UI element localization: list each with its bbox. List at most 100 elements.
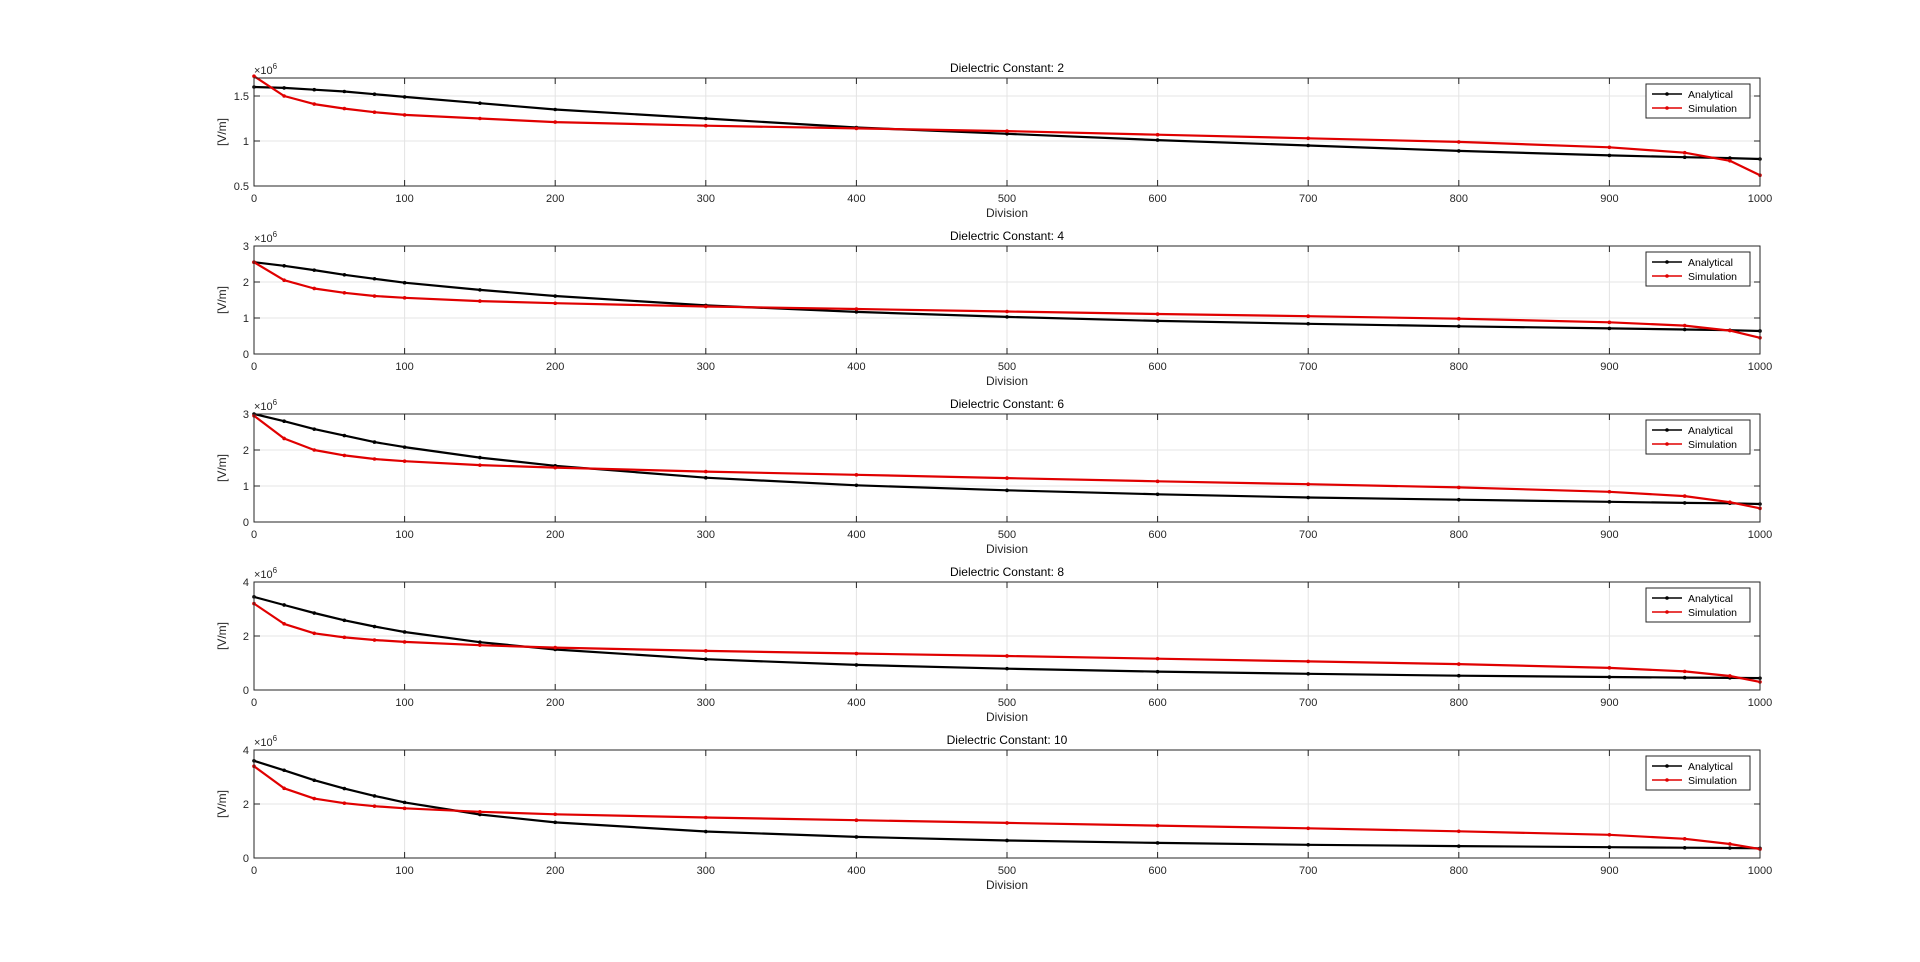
y-tick-label: 3 bbox=[243, 409, 249, 421]
y-tick-label: 0 bbox=[243, 517, 249, 529]
data-point bbox=[553, 820, 557, 825]
y-tick-label: 0.5 bbox=[234, 181, 249, 193]
legend-label: Simulation bbox=[1688, 439, 1737, 451]
x-tick-label: 800 bbox=[1450, 361, 1468, 373]
data-point bbox=[1728, 846, 1732, 850]
x-tick-label: 500 bbox=[998, 361, 1016, 373]
x-tick-label: 1000 bbox=[1748, 361, 1772, 373]
data-point bbox=[1306, 136, 1310, 141]
y-exponent-power: 6 bbox=[273, 398, 278, 407]
y-axis: 0 2 4 [V/m] bbox=[215, 745, 1760, 865]
data-point bbox=[372, 794, 377, 798]
data-point bbox=[372, 440, 377, 444]
data-point bbox=[1306, 314, 1310, 319]
x-tick-label: 400 bbox=[847, 697, 865, 709]
subplot-4: 0 100 200 300 400 500 600 700 800 900 1000 Division… bbox=[215, 565, 1772, 724]
data-point bbox=[282, 94, 286, 98]
data-point bbox=[704, 649, 708, 653]
series-line bbox=[253, 765, 1761, 851]
legend-item-analytical: Analytical bbox=[1652, 257, 1733, 269]
legend-item-simulation: Simulation bbox=[1652, 775, 1737, 787]
x-tick-label: 0 bbox=[251, 697, 257, 709]
data-point bbox=[1457, 324, 1461, 329]
x-tick-label: 500 bbox=[998, 193, 1016, 205]
data-point bbox=[1306, 826, 1310, 831]
legend-item-simulation: Simulation bbox=[1652, 103, 1737, 115]
series-simulation bbox=[252, 74, 1762, 177]
data-point bbox=[478, 463, 482, 467]
data-point bbox=[1457, 149, 1461, 153]
data-point bbox=[342, 786, 347, 791]
x-tick-label: 200 bbox=[546, 529, 564, 541]
data-point bbox=[312, 796, 317, 801]
data-point bbox=[1155, 823, 1160, 828]
legend-marker bbox=[1665, 764, 1669, 768]
data-point bbox=[1155, 319, 1160, 323]
data-point bbox=[402, 800, 407, 805]
y-axis: 0 1 2 3 [V/m] bbox=[215, 409, 1760, 529]
data-point bbox=[1005, 838, 1009, 843]
y-axis: 0.5 1 1.5 [V/m] bbox=[215, 91, 1760, 193]
y-tick-label: 1 bbox=[243, 313, 249, 325]
x-tick-label: 900 bbox=[1600, 697, 1618, 709]
data-point bbox=[342, 291, 347, 295]
data-point bbox=[478, 810, 482, 814]
data-point bbox=[312, 778, 317, 783]
data-point bbox=[1457, 829, 1461, 834]
y-tick-label: 0 bbox=[243, 853, 249, 865]
legend-label: Analytical bbox=[1688, 425, 1733, 437]
data-point bbox=[1457, 316, 1461, 321]
x-tick-label: 200 bbox=[546, 697, 564, 709]
legend-box bbox=[1645, 83, 1751, 119]
data-point bbox=[282, 264, 286, 268]
data-point bbox=[1005, 129, 1009, 133]
data-point bbox=[1005, 315, 1009, 319]
data-point bbox=[282, 278, 286, 283]
data-point bbox=[1155, 312, 1160, 316]
x-tick-label: 800 bbox=[1450, 529, 1468, 541]
data-point bbox=[282, 786, 286, 791]
data-point bbox=[1457, 662, 1461, 666]
x-tick-label: 600 bbox=[1148, 193, 1166, 205]
y-axis: 0 2 4 [V/m] bbox=[215, 577, 1760, 697]
data-point bbox=[1682, 675, 1687, 680]
x-tick-label: 0 bbox=[251, 361, 257, 373]
legend-marker bbox=[1665, 260, 1669, 264]
data-point bbox=[312, 448, 317, 452]
legend: Analytical Simulation bbox=[1645, 755, 1751, 791]
legend: Analytical Simulation bbox=[1645, 419, 1751, 455]
x-tick-label: 100 bbox=[395, 361, 413, 373]
data-point bbox=[553, 812, 557, 817]
y-tick-label: 2 bbox=[243, 631, 249, 643]
data-point bbox=[704, 304, 708, 309]
data-point bbox=[1682, 323, 1687, 328]
data-point bbox=[372, 638, 377, 642]
data-point bbox=[1306, 482, 1310, 487]
x-tick-label: 500 bbox=[998, 865, 1016, 877]
y-tick-label: 3 bbox=[243, 241, 249, 253]
x-tick-label: 400 bbox=[847, 193, 865, 205]
legend-label: Analytical bbox=[1688, 257, 1733, 269]
series-simulation bbox=[252, 601, 1762, 684]
data-point bbox=[704, 475, 708, 480]
legend-item-analytical: Analytical bbox=[1652, 761, 1733, 773]
data-point bbox=[312, 427, 317, 431]
y-exponent-base: ×10 bbox=[254, 65, 273, 77]
y-tick-label: 2 bbox=[243, 277, 249, 289]
x-axis-label: Division bbox=[986, 206, 1028, 220]
data-point bbox=[1682, 494, 1687, 498]
data-point bbox=[854, 307, 859, 311]
x-tick-label: 300 bbox=[697, 529, 715, 541]
x-axis-label: Division bbox=[986, 374, 1028, 388]
series-line bbox=[253, 85, 1761, 161]
legend-label: Simulation bbox=[1688, 607, 1737, 619]
data-point bbox=[1682, 155, 1687, 159]
legend: Analytical Simulation bbox=[1645, 587, 1751, 623]
data-point bbox=[704, 116, 708, 121]
data-point bbox=[1005, 666, 1009, 671]
data-point bbox=[553, 645, 557, 650]
data-point bbox=[1607, 500, 1612, 504]
legend-item-analytical: Analytical bbox=[1652, 593, 1733, 605]
data-point bbox=[402, 296, 407, 300]
y-axis-label: [V/m] bbox=[215, 454, 229, 482]
